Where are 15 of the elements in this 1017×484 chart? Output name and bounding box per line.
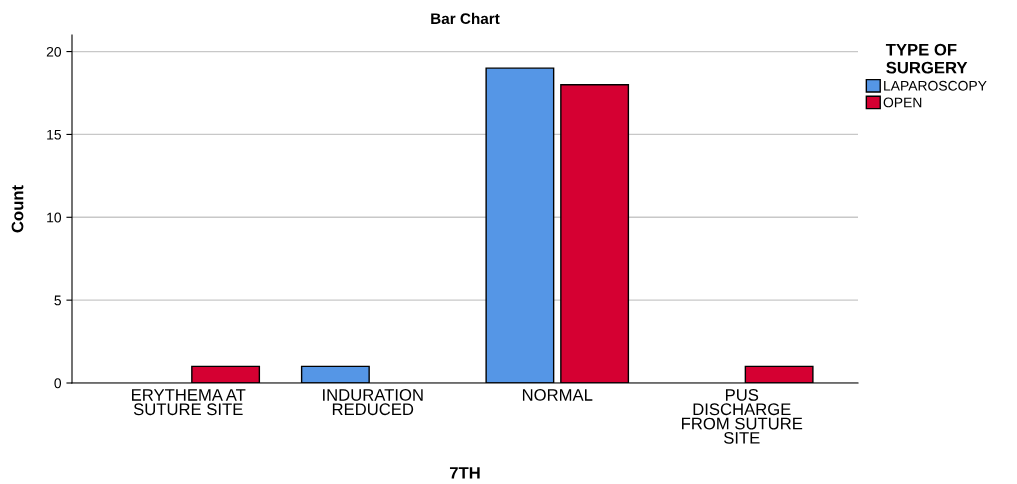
- y-tick-label: 0: [54, 378, 62, 389]
- y-tick-label: 5: [54, 295, 61, 306]
- y-axis-title: Count: [11, 185, 24, 233]
- x-tick-label: ERYTHEMA AT SUTURE SITE: [132, 389, 246, 416]
- legend-label: OPEN: [883, 97, 922, 108]
- x-axis-title: 7TH: [449, 467, 480, 479]
- chart-title: Bar Chart: [431, 12, 500, 25]
- legend-label: LAPAROSCOPY: [884, 80, 987, 91]
- y-tick-label: 10: [47, 212, 62, 223]
- x-tick-label: PUS DISCHARGE FROM SUTURE SITE: [682, 389, 803, 444]
- x-tick-label: NORMAL: [522, 389, 593, 401]
- y-tick-label: 15: [47, 129, 61, 140]
- legend-title: TYPE OF SURGERY: [885, 43, 968, 74]
- x-tick-label: INDURATION REDUCED: [323, 389, 423, 416]
- y-tick-label: 20: [46, 46, 62, 57]
